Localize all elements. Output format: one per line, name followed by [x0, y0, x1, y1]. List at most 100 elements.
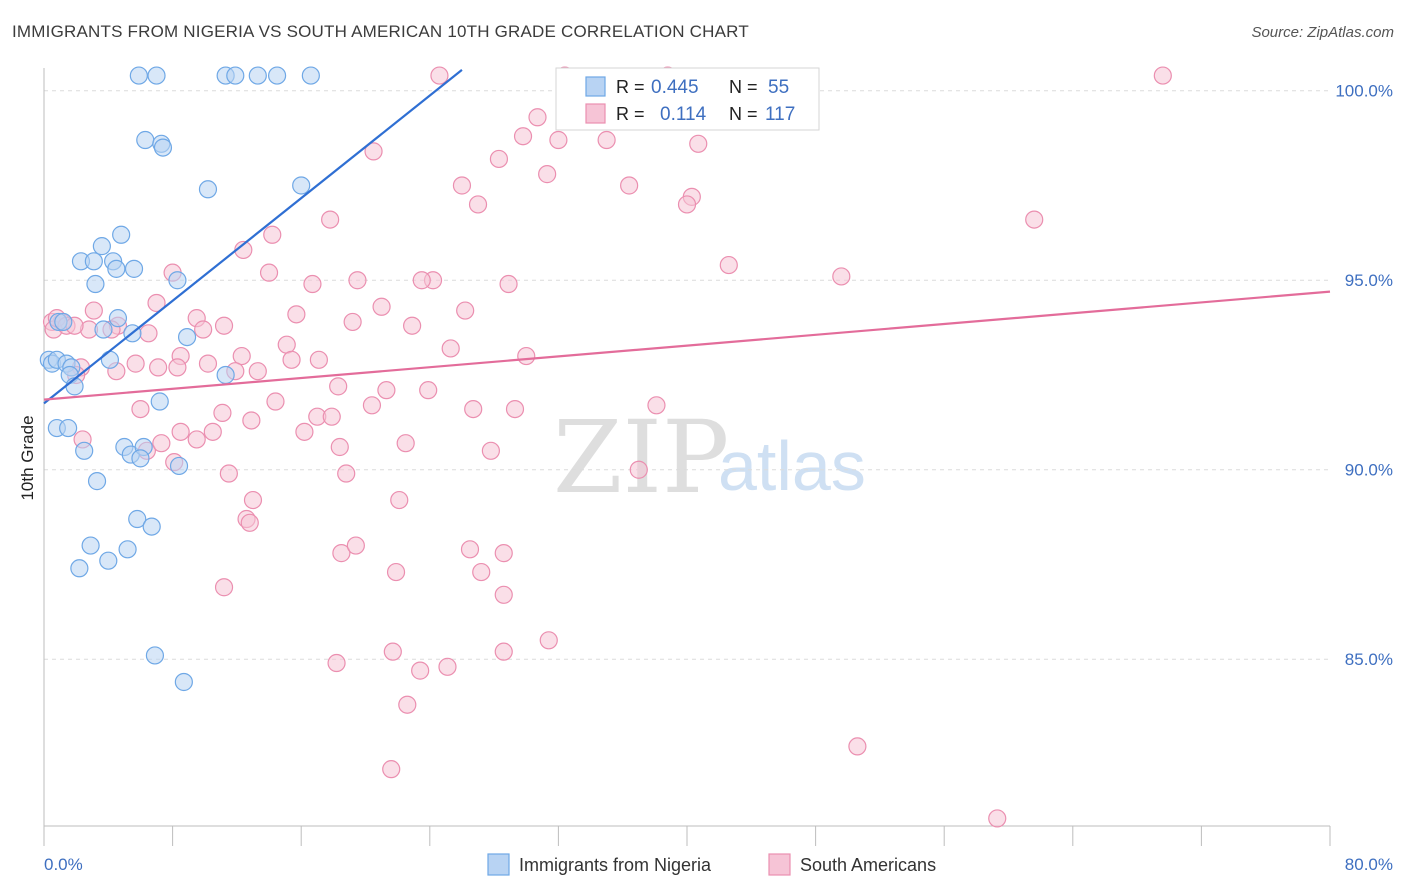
point-south-american [438, 657, 457, 676]
point-south-american [277, 335, 296, 354]
point-nigeria [174, 672, 193, 692]
watermark-zip: ZIP [553, 399, 729, 516]
point-south-american [248, 362, 267, 381]
point-south-american [689, 134, 708, 153]
stats-n-value-south: 117 [765, 104, 795, 125]
point-south-american [441, 339, 460, 358]
stats-r-label-nigeria: R = [616, 77, 645, 97]
point-nigeria [59, 418, 78, 438]
point-south-american [364, 142, 383, 161]
point-nigeria [84, 252, 103, 271]
stats-n-value-nigeria: 55 [768, 77, 789, 98]
y-axis-title: 10th Grade [18, 415, 37, 500]
point-nigeria [168, 271, 187, 290]
point-south-american [383, 642, 402, 661]
point-south-american [303, 274, 322, 294]
point-south-american [528, 108, 547, 127]
point-nigeria [169, 456, 189, 476]
series-nigeria [39, 66, 320, 692]
point-south-american [343, 312, 362, 332]
point-south-american [677, 195, 697, 214]
point-south-american [282, 350, 301, 369]
axes [43, 68, 1331, 846]
point-south-american [149, 358, 168, 377]
point-south-american [171, 422, 190, 441]
point-south-american [456, 301, 475, 320]
point-south-american [194, 320, 213, 339]
point-south-american [848, 737, 867, 756]
stats-r-label-south: R = [616, 104, 645, 124]
point-south-american [242, 411, 261, 430]
point-nigeria [145, 646, 165, 665]
point-south-american [398, 695, 417, 714]
point-south-american [263, 225, 282, 244]
point-nigeria [87, 472, 107, 491]
point-south-american [597, 130, 616, 150]
bottom-legend: Immigrants from Nigeria South Americans [487, 853, 936, 876]
trendline-nigeria [43, 69, 463, 405]
point-south-american [472, 562, 491, 582]
legend-swatch-nigeria [487, 853, 510, 876]
point-south-american [187, 430, 206, 449]
point-south-american [390, 490, 409, 510]
point-nigeria [292, 176, 311, 195]
point-south-american [203, 422, 222, 441]
point-south-american [168, 358, 187, 377]
point-south-american [259, 263, 279, 282]
point-nigeria [54, 312, 73, 332]
point-nigeria [100, 350, 120, 369]
stats-swatch-nigeria [585, 76, 606, 97]
stats-r-value-nigeria: 0.445 [651, 77, 699, 98]
point-nigeria [94, 320, 113, 339]
point-nigeria [70, 559, 89, 578]
watermark-atlas: atlas [718, 427, 866, 505]
point-nigeria [107, 259, 126, 278]
point-nigeria [124, 259, 144, 278]
point-south-american [481, 441, 500, 460]
point-nigeria [131, 449, 150, 468]
point-south-american [538, 165, 557, 184]
legend-label-nigeria: Immigrants from Nigeria [519, 855, 712, 875]
point-south-american [494, 544, 513, 563]
point-south-american [287, 305, 306, 324]
point-south-american [337, 464, 356, 483]
point-south-american [266, 392, 285, 411]
point-south-american [139, 324, 158, 343]
point-south-american [430, 66, 449, 85]
point-south-american [494, 585, 513, 604]
point-south-american [219, 464, 238, 483]
point-nigeria [177, 327, 197, 347]
legend-swatch-south [768, 853, 791, 876]
point-south-american [327, 653, 346, 673]
point-south-american [377, 381, 396, 400]
point-south-american [988, 809, 1007, 828]
point-south-american [131, 400, 150, 419]
point-south-american [403, 316, 422, 335]
point-south-american [513, 127, 533, 146]
y-tick-labels: 100.0% 95.0% 90.0% 85.0% [1335, 82, 1393, 669]
point-nigeria [248, 66, 267, 85]
point-south-american [494, 642, 513, 661]
stats-swatch-south [585, 103, 606, 124]
point-south-american [499, 274, 518, 294]
point-south-american [147, 293, 166, 313]
point-nigeria [198, 180, 218, 199]
source-credit: Source: ZipAtlas.com [1251, 24, 1394, 41]
point-nigeria [150, 392, 169, 411]
point-south-american [386, 562, 406, 582]
stats-box: R = 0.445 N = 55 R = 0.114 N = 117 [555, 67, 820, 131]
point-nigeria [92, 237, 111, 256]
point-south-american [214, 316, 234, 335]
point-south-american [468, 195, 488, 214]
point-nigeria [112, 225, 131, 244]
y-tick-label: 100.0% [1335, 82, 1393, 101]
point-nigeria [216, 365, 235, 385]
point-nigeria [267, 66, 287, 85]
point-south-american [549, 130, 568, 150]
point-south-american [346, 536, 365, 555]
point-south-american [372, 297, 391, 316]
point-south-american [452, 176, 472, 195]
point-south-american [322, 407, 341, 426]
point-nigeria [75, 441, 94, 460]
point-south-american [464, 400, 483, 419]
